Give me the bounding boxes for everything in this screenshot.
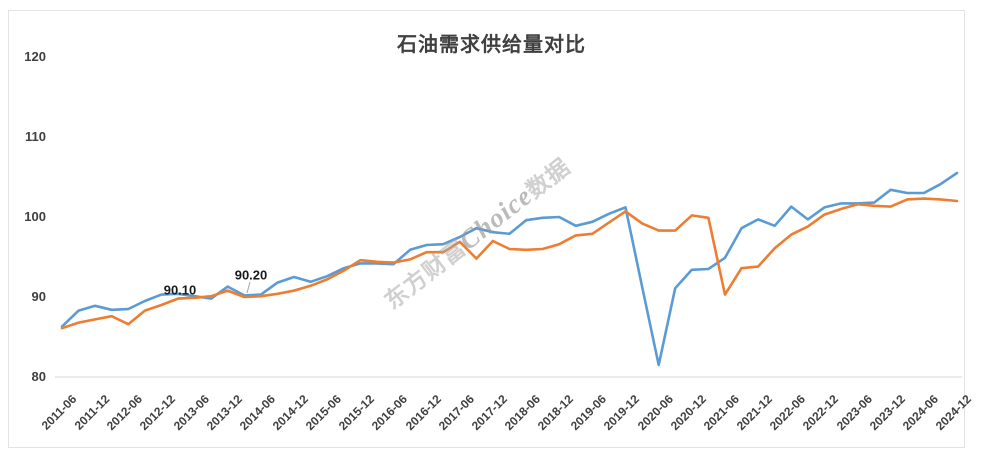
chart-title: 石油需求供给量对比: [397, 34, 586, 56]
data-label-leader-line: [246, 281, 251, 294]
blue-series-line: [60, 171, 959, 367]
y-axis-tick-label: 80: [31, 369, 46, 384]
chart-frame-border: [8, 10, 965, 448]
orange-series-line: [60, 197, 959, 330]
data-point-label: 90.10: [163, 282, 197, 298]
y-axis-tick-label: 110: [25, 129, 46, 144]
y-axis-tick-label: 100: [24, 209, 46, 224]
y-axis-tick-label: 120: [24, 49, 46, 64]
data-point-label: 90.20: [234, 267, 268, 283]
y-axis-tick-label: 90: [31, 289, 46, 304]
